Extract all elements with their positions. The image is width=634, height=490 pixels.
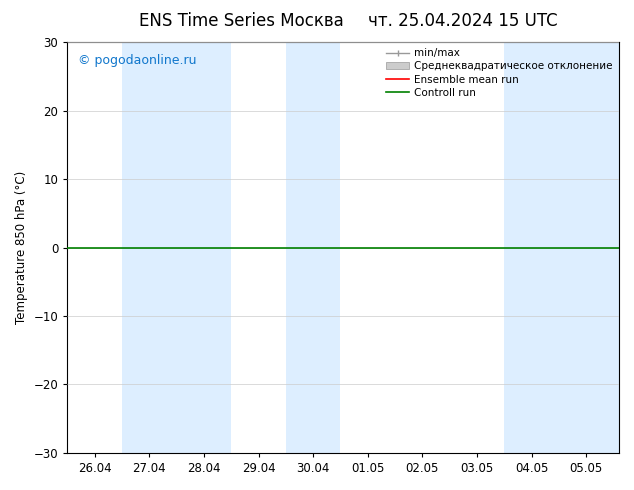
Y-axis label: Temperature 850 hPa (°C): Temperature 850 hPa (°C) — [15, 171, 28, 324]
Bar — [286, 42, 340, 453]
Bar — [122, 42, 231, 453]
Text: © pogodaonline.ru: © pogodaonline.ru — [79, 54, 197, 68]
Text: чт. 25.04.2024 15 UTC: чт. 25.04.2024 15 UTC — [368, 12, 558, 30]
Bar — [504, 42, 619, 453]
Text: ENS Time Series Москва: ENS Time Series Москва — [139, 12, 343, 30]
Legend: min/max, Среднеквадратическое отклонение, Ensemble mean run, Controll run: min/max, Среднеквадратическое отклонение… — [382, 44, 617, 102]
